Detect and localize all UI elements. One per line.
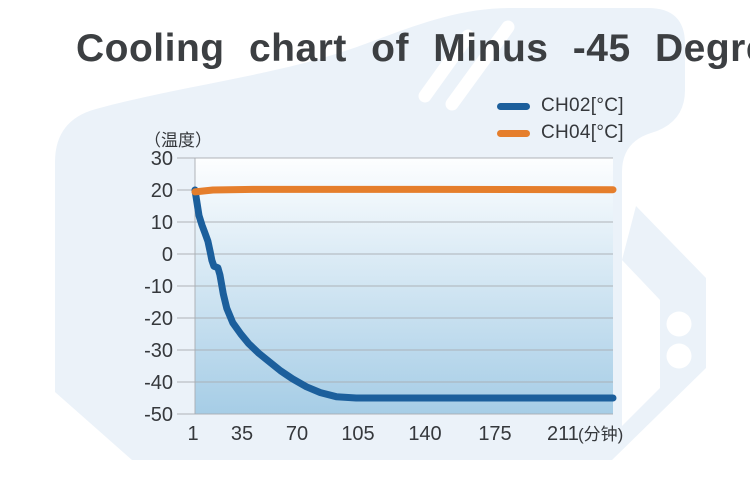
circle-icon [666,311,692,337]
slash-icon [481,20,515,62]
y-tick-labels: 30 20 10 0 -10 -20 -30 -40 -50 [144,148,173,426]
y-tick-label: -40 [144,372,173,394]
y-tick-label: -20 [144,308,173,330]
x-tick-label: 35 [231,423,253,445]
x-tick-label: 211 [547,423,579,445]
legend-label: CH02[°C] [541,95,624,116]
x-tick-labels: 1 35 70 105 140 175 211 [187,423,579,445]
legend-item-ch04: CH04[°C] [497,122,624,144]
ch02-line-swatch [497,102,530,110]
y-tick-label: 30 [151,148,173,170]
legend-item-ch02: CH02[°C] [497,95,624,117]
x-axis-unit-label: (分钟) [578,425,623,444]
y-tick-label: -10 [144,276,173,298]
y-tick-label: -30 [144,340,173,362]
circle-icon [666,343,692,369]
x-tick-label: 105 [341,423,374,445]
slash-icon [418,29,475,103]
x-tick-label: 70 [286,423,308,445]
x-tick-label: 175 [478,423,511,445]
y-tick-label: 10 [151,212,173,234]
y-axis-unit-label: （温度） [144,131,212,150]
x-tick-label: 140 [408,423,441,445]
y-tick-label: -50 [144,404,173,426]
y-tick-label: 0 [162,244,173,266]
chart-legend: CH02[°C] CH04[°C] [497,95,624,144]
legend-label: CH04[°C] [541,122,624,143]
x-tick-label: 1 [187,423,198,445]
page-title: Cooling chart of Minus -45 Degree [76,27,750,70]
decor-circles [666,311,692,369]
ch04-line-swatch [497,129,530,137]
series-line-ch02 [191,186,617,402]
series-line-ch04 [191,185,617,196]
y-tick-label: 20 [151,180,173,202]
decor-slashes [418,20,515,111]
background-chevron [588,206,706,460]
